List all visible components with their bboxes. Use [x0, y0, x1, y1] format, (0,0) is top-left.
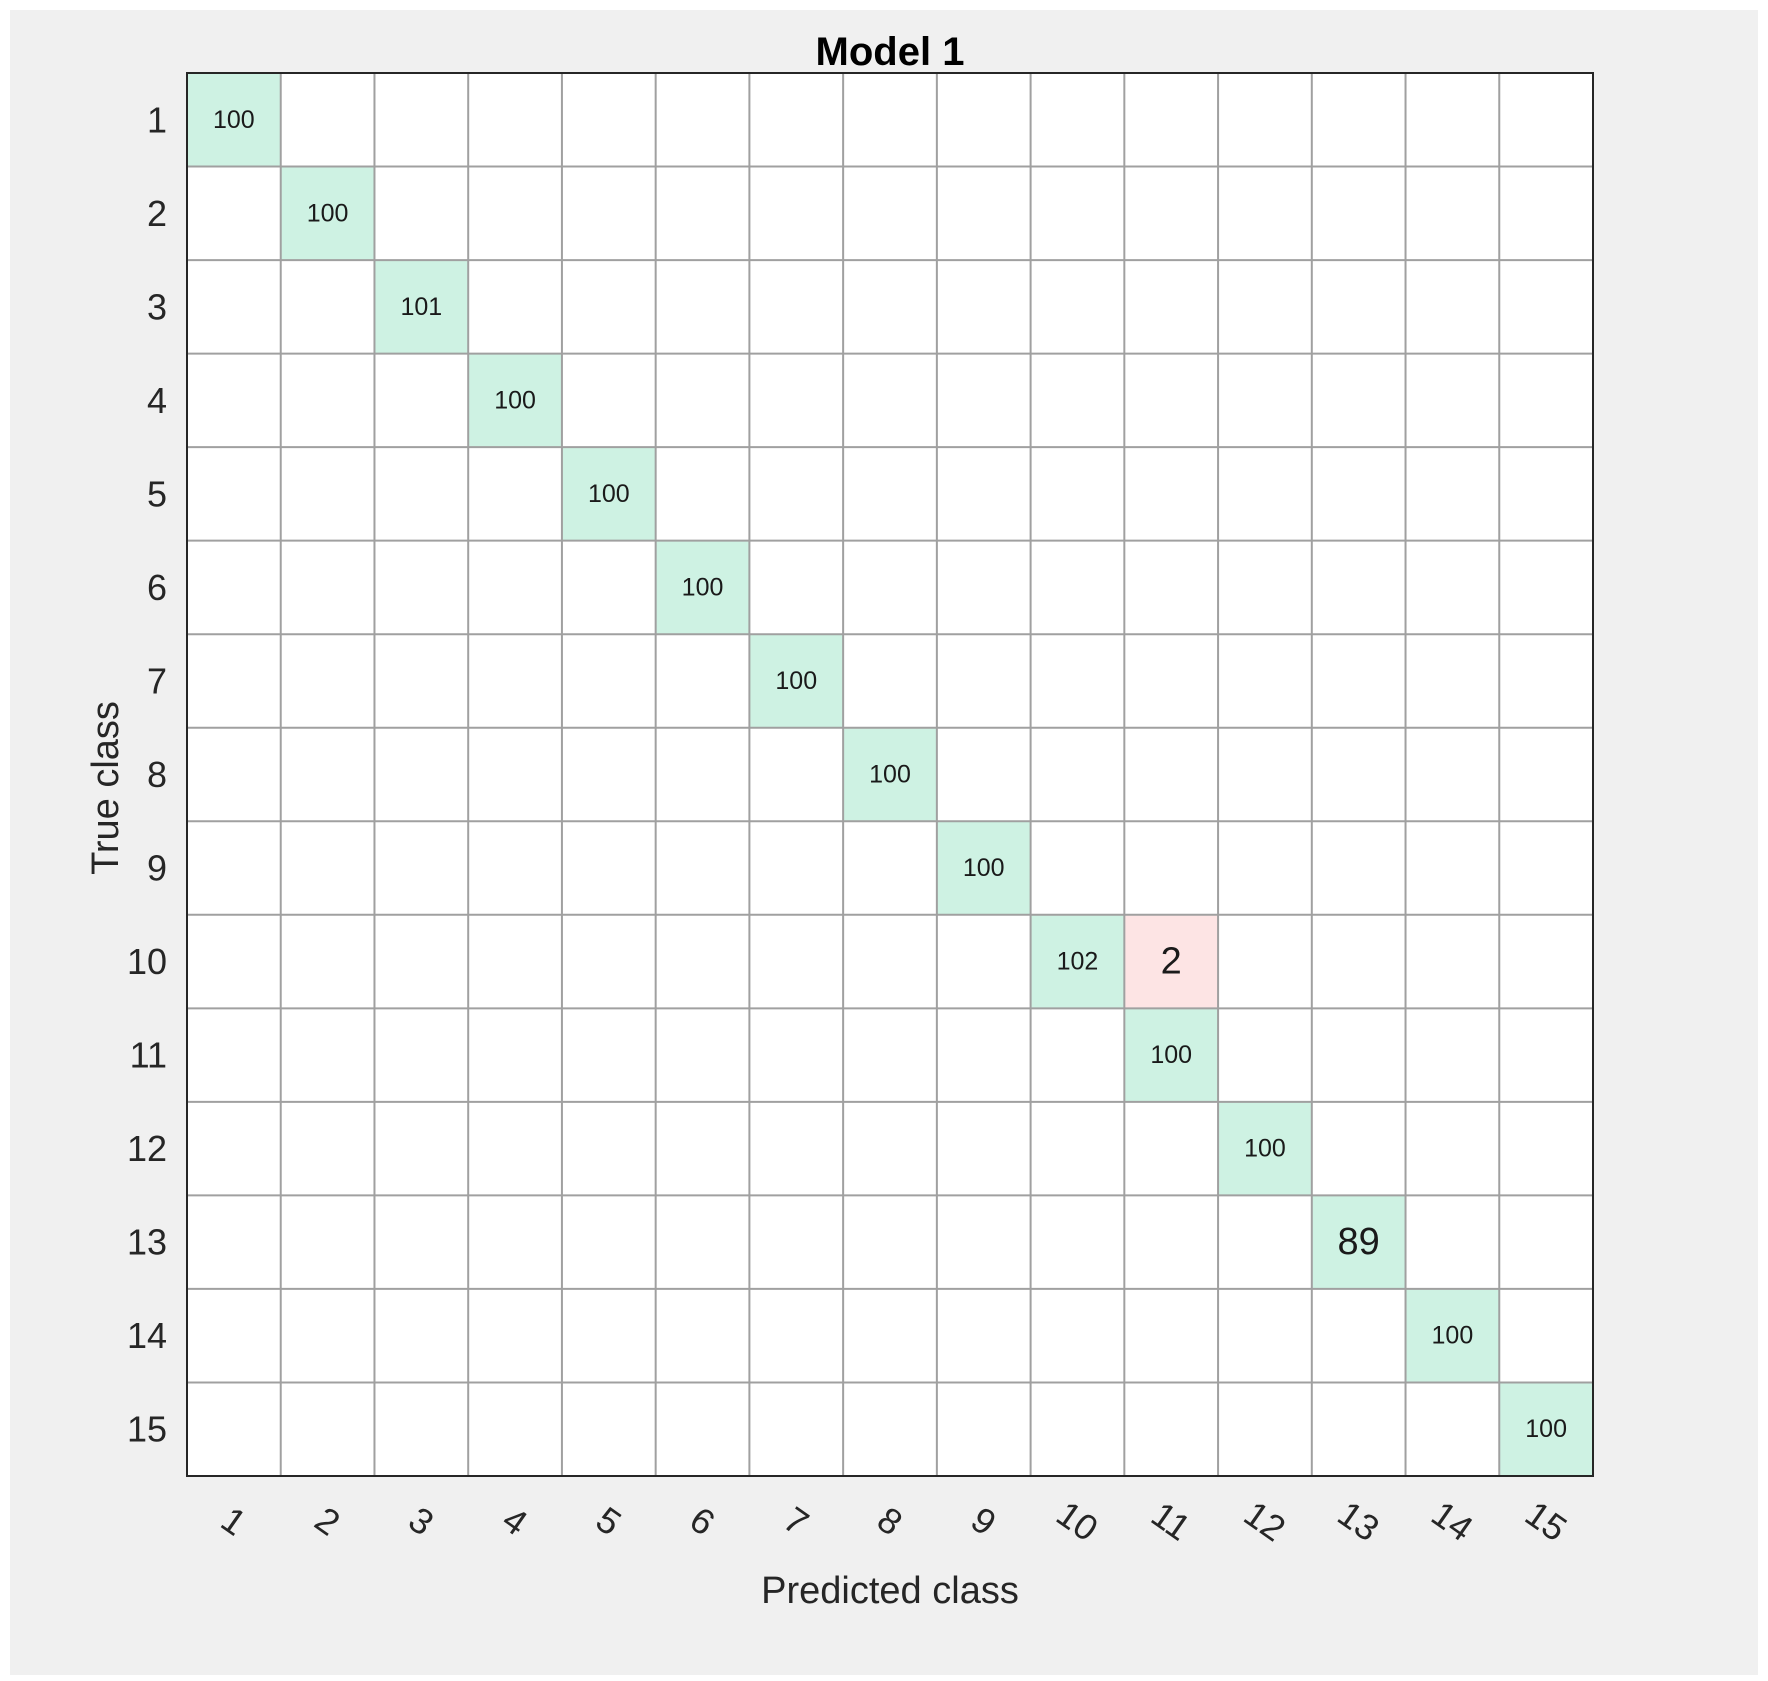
x-tick-label: 2 [308, 1498, 348, 1543]
matrix-cell-7-7 [749, 634, 844, 728]
cell-value-12-12: 100 [1244, 1135, 1286, 1163]
cell-value-7-7: 100 [775, 667, 817, 695]
cell-value-3-3: 101 [400, 293, 442, 321]
x-tick-label: 12 [1237, 1493, 1293, 1550]
y-tick-label: 7 [147, 660, 167, 701]
x-tick-label: 8 [870, 1498, 910, 1543]
x-tick-label: 6 [683, 1498, 723, 1543]
matrix-cell-8-8 [843, 727, 937, 822]
x-tick-labels: 1 2 3 4 5 6 7 8 9 10 11 12 13 14 15 [214, 1493, 1574, 1550]
matrix-cell-1-1 [187, 73, 281, 167]
x-tick-label: 9 [964, 1498, 1004, 1543]
y-tick-label: 12 [127, 1128, 167, 1169]
cell-labels-layer: 100 100 101 100 100 100 100 100 100 102 2 100 100 89 1… [213, 106, 1567, 1443]
y-axis-label: True class [85, 701, 127, 875]
cell-value-11-11: 100 [1150, 1041, 1192, 1069]
x-tick-label: 4 [495, 1498, 535, 1543]
figure-background: Model 1 100 100 101 100 100 100 100 100 100 102 2 1… [10, 10, 1758, 1675]
y-tick-label: 5 [147, 473, 167, 514]
matrix-cell-12-12 [1218, 1101, 1312, 1196]
matrix-cell-9-9 [936, 821, 1031, 915]
cell-value-2-2: 100 [307, 199, 349, 227]
matrix-cell-5-5 [561, 447, 656, 541]
matrix-cell-13-13 [1311, 1195, 1406, 1289]
y-tick-label: 9 [147, 848, 167, 889]
y-tick-label: 15 [127, 1409, 167, 1450]
matrix-cell-6-6 [655, 540, 750, 635]
grid-layer [186, 72, 1594, 1477]
plot-border [186, 72, 1594, 1477]
cell-value-10-10: 102 [1057, 948, 1099, 976]
y-tick-label: 6 [147, 567, 167, 608]
y-tick-label: 2 [147, 193, 167, 234]
cell-value-1-1: 100 [213, 106, 255, 134]
y-tick-label: 13 [127, 1222, 167, 1263]
matrix-cell-10-11 [1124, 914, 1219, 1009]
x-tick-label: 11 [1144, 1493, 1198, 1548]
y-tick-label: 14 [127, 1315, 167, 1356]
x-tick-label: 10 [1049, 1493, 1105, 1550]
y-tick-label: 8 [147, 754, 167, 795]
matrix-cell-15-15 [1499, 1382, 1593, 1476]
matrix-cell-2-2 [280, 166, 375, 261]
x-tick-label: 15 [1518, 1493, 1574, 1550]
y-tick-label: 11 [130, 1035, 167, 1076]
x-tick-label: 3 [401, 1498, 441, 1543]
y-tick-label: 4 [147, 380, 167, 421]
cell-value-9-9: 100 [963, 854, 1005, 882]
cells-layer [187, 73, 1593, 1476]
cell-value-13-13: 89 [1338, 1221, 1380, 1263]
matrix-cell-14-14 [1405, 1288, 1500, 1383]
y-tick-label: 1 [147, 99, 167, 140]
y-tick-label: 3 [147, 286, 167, 327]
matrix-cell-4-4 [468, 353, 562, 448]
cell-value-10-11: 2 [1161, 941, 1182, 983]
matrix-cell-10-10 [1030, 914, 1125, 1009]
x-tick-label: 14 [1424, 1493, 1480, 1550]
cell-value-6-6: 100 [682, 573, 724, 601]
y-tick-label: 10 [127, 941, 167, 982]
cell-value-4-4: 100 [494, 386, 536, 414]
chart-title: Model 1 [816, 30, 965, 74]
matrix-cell-11-11 [1124, 1008, 1219, 1102]
x-tick-label: 5 [589, 1498, 629, 1543]
matrix-cell-3-3 [374, 260, 469, 354]
x-tick-label: 13 [1331, 1493, 1387, 1550]
x-axis-label: Predicted class [761, 1570, 1019, 1612]
cell-value-8-8: 100 [869, 761, 911, 789]
x-tick-label: 1 [214, 1498, 254, 1543]
x-tick-label: 7 [776, 1498, 816, 1543]
cell-value-5-5: 100 [588, 480, 630, 508]
cell-value-14-14: 100 [1432, 1322, 1474, 1350]
cell-value-15-15: 100 [1525, 1415, 1567, 1443]
